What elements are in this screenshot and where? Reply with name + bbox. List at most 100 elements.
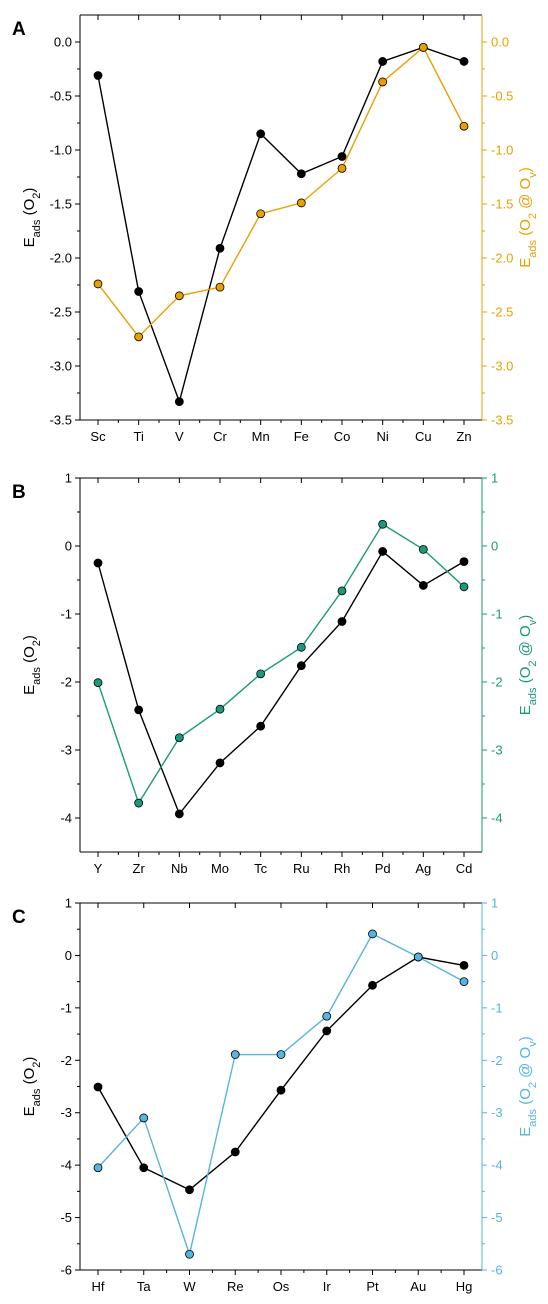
data-point-right (185, 1249, 194, 1259)
data-point-left (459, 557, 469, 567)
y-tick-label-right: -5 (491, 1210, 503, 1225)
data-point-right (296, 198, 306, 208)
panel-label: A (12, 19, 26, 40)
data-point-left (134, 287, 144, 296)
x-tick-label: Cr (213, 429, 227, 444)
data-point-right (174, 733, 184, 743)
data-point-right (368, 929, 377, 939)
y-tick-label-right: 0.0 (491, 35, 509, 50)
data-point-right (93, 279, 103, 289)
data-point-right (459, 121, 469, 131)
chart-panel-a: Sc Ti V Cr Mn Fe Co Ni Cu Zn 0.0 -0.5 -1.0 -1.5 -2.0 -2… (12, 14, 539, 444)
series-line-left (97, 46, 465, 404)
y-tick-label-left: -2 (60, 1053, 72, 1068)
data-point-right (230, 1050, 240, 1059)
x-tick-label: Nb (171, 861, 188, 876)
x-tick-label: W (183, 1279, 196, 1294)
y-tick-label-right: -2.0 (491, 251, 513, 266)
data-point-right (134, 798, 144, 808)
x-tick-label: Rh (334, 861, 351, 876)
data-point-right (413, 952, 423, 962)
y-tick-label-left: 1 (65, 896, 72, 911)
series-line-right (97, 523, 465, 805)
data-point-left (337, 617, 347, 626)
data-point-right (378, 77, 388, 87)
x-tick-label: Ta (137, 1279, 152, 1294)
data-point-right (134, 332, 144, 342)
y-tick-label-right: -4 (491, 811, 503, 826)
y-tick-label-right: -2 (491, 1053, 503, 1068)
y-tick-label-right: 0 (491, 539, 498, 554)
data-point-left (256, 129, 266, 139)
data-point-left (230, 1147, 240, 1157)
series-line-left (97, 550, 465, 816)
x-tick-label: Ag (415, 861, 431, 876)
y-axis-title-right: Eads (O2 @ Ov) (517, 167, 539, 267)
x-tick-label: Cu (415, 429, 432, 444)
chart-panel-b: Y Zr Nb Mo Tc Ru Rh Pd Ag Cd 1 0 -1 -2 -3 -4 0 -1 -2 -3 -4 1 B… (12, 471, 539, 877)
x-tick-label: Cd (456, 861, 473, 876)
series-line-right (97, 46, 465, 338)
series-line-left (97, 956, 465, 1191)
data-point-left (296, 169, 306, 179)
data-point-left (134, 705, 144, 715)
x-tick-label: Ti (133, 429, 143, 444)
y-tick-label-left: -2.5 (50, 305, 72, 320)
data-point-right (378, 519, 388, 529)
data-point-left (368, 980, 377, 990)
data-point-right (93, 678, 103, 688)
x-tick-label: Ni (377, 429, 389, 444)
x-tick-label: Hf (92, 1279, 105, 1294)
y-tick-label-left: -3 (60, 743, 72, 758)
data-point-left (459, 960, 469, 970)
x-tick-label: Re (227, 1279, 244, 1294)
y-axis-title-left: Eads (O2) (21, 635, 43, 695)
y-tick-label-right: -3 (491, 1105, 503, 1120)
data-point-left (93, 1082, 103, 1092)
x-tick-label: Os (273, 1279, 290, 1294)
data-point-right (174, 291, 184, 301)
y-axis-title-left: Eads (O2) (21, 1057, 43, 1117)
data-point-left (459, 57, 469, 66)
y-tick-label-left: -4 (60, 1158, 72, 1173)
data-point-right (322, 1011, 332, 1021)
y-tick-label-left: -6 (60, 1263, 72, 1278)
y-tick-label-left: -1 (60, 607, 72, 622)
x-tick-label: Pt (366, 1279, 379, 1294)
y-axis-title-right: Eads (O2 @ Ov) (517, 1036, 539, 1136)
y-tick-label-right: -2 (491, 675, 503, 690)
x-tick-label: Tc (254, 861, 268, 876)
data-point-right (93, 1163, 103, 1173)
data-point-left (174, 809, 184, 819)
data-point-left (296, 661, 306, 671)
y-tick-label-left: -4 (60, 811, 72, 826)
data-point-left (215, 243, 225, 253)
data-point-left (322, 1026, 332, 1036)
data-point-left (378, 547, 388, 556)
y-tick-label-right: -3 (491, 743, 503, 758)
y-tick-label-left: 0.0 (54, 35, 72, 50)
data-point-left (139, 1163, 149, 1173)
y-axis-title-left: Eads (O2) (21, 188, 43, 248)
y-tick-label-left: -3.5 (50, 413, 72, 428)
y-tick-label-left: -3 (60, 1105, 72, 1120)
data-point-right (418, 545, 428, 554)
x-tick-label: Au (410, 1279, 426, 1294)
y-tick-label-right: 0 (491, 948, 498, 963)
y-tick-label-right: -1.5 (491, 197, 513, 212)
y-tick-label-left: -1.0 (50, 143, 72, 158)
y-tick-label-left: -2.0 (50, 251, 72, 266)
y-axis-title-right: Eads (O2 @ Ov) (517, 615, 539, 715)
y-tick-label-left: -1.5 (50, 197, 72, 212)
data-point-right (459, 977, 469, 987)
x-tick-label: Hg (456, 1279, 473, 1294)
y-tick-label-right: -3.5 (491, 413, 513, 428)
data-point-right (215, 704, 225, 714)
data-point-left (378, 57, 388, 66)
y-tick-label-right: -3.0 (491, 359, 513, 374)
x-tick-label: Fe (294, 429, 309, 444)
y-tick-label-right: -6 (491, 1263, 503, 1278)
y-tick-label-left: 0 (65, 539, 72, 554)
data-point-right (337, 163, 347, 173)
